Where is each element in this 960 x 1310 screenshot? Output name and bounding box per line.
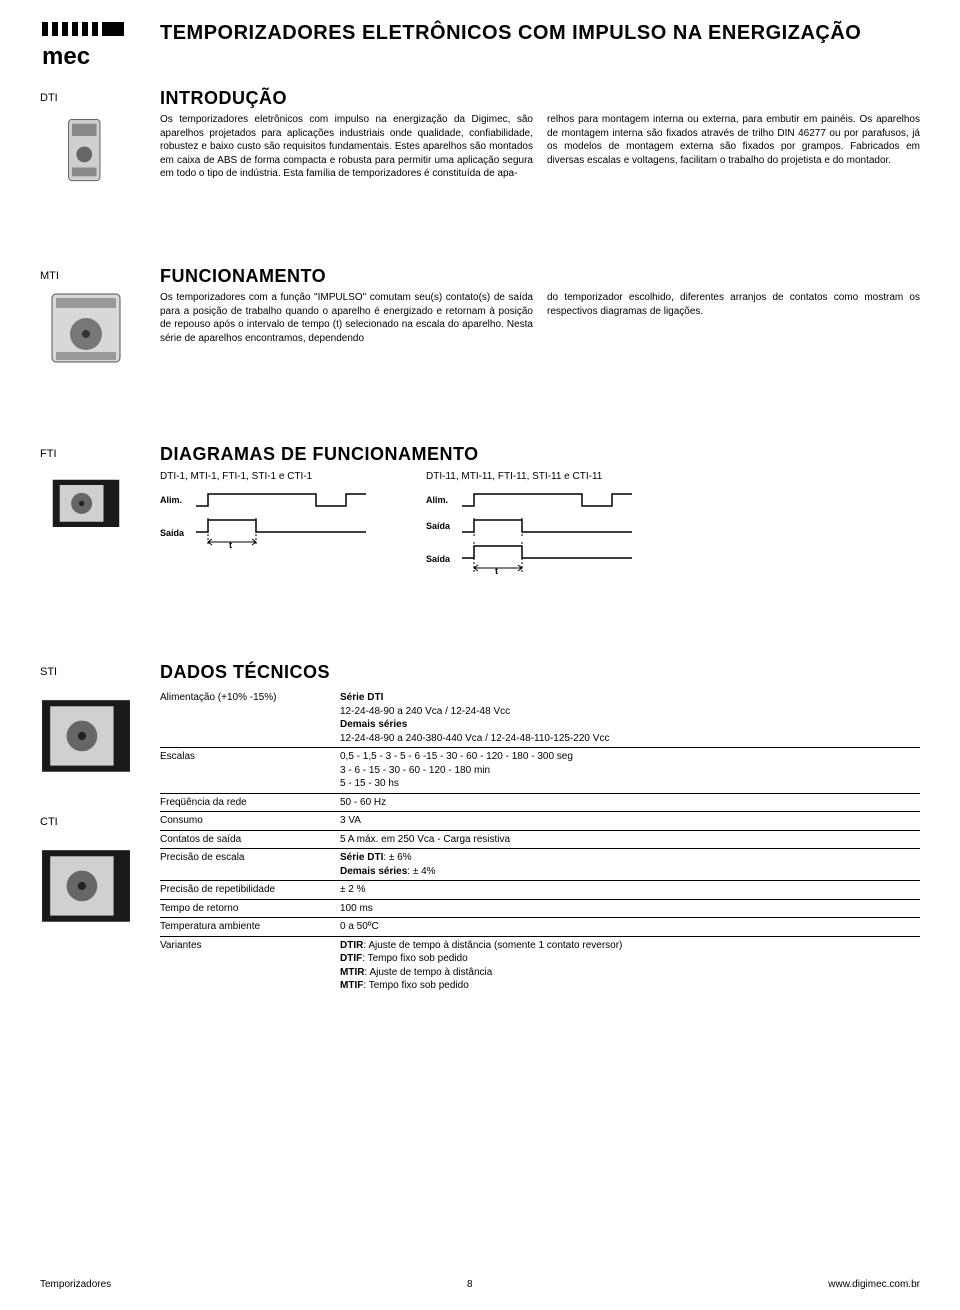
product-image-mti bbox=[40, 282, 132, 374]
func-text-col2: do temporizador escolhido, diferentes ar… bbox=[547, 291, 920, 345]
td-value: ± 2 % bbox=[340, 881, 920, 900]
label-dti: DTI bbox=[40, 92, 132, 104]
intro-text-col1: Os temporizadores eletrônicos com impuls… bbox=[160, 113, 533, 181]
diagram-label-saida: Saída bbox=[160, 528, 196, 538]
td-value: Série DTI 12-24-48-90 a 240 Vca / 12-24-… bbox=[340, 689, 920, 748]
footer-left: Temporizadores bbox=[40, 1279, 111, 1290]
heading-diagramas: DIAGRAMAS DE FUNCIONAMENTO bbox=[160, 444, 920, 465]
product-image-cti bbox=[40, 828, 132, 948]
td-value: 0,5 - 1,5 - 3 - 5 - 6 -15 - 30 - 60 - 12… bbox=[340, 748, 920, 794]
diagram-label-alim-2: Alim. bbox=[426, 495, 462, 505]
svg-text:t: t bbox=[495, 566, 498, 576]
table-row: Freqüência da rede 50 - 60 Hz bbox=[160, 793, 920, 812]
heading-dados: DADOS TÉCNICOS bbox=[160, 662, 920, 683]
td-label: Precisão de escala bbox=[160, 849, 340, 881]
table-row: Contatos de saída 5 A máx. em 250 Vca - … bbox=[160, 830, 920, 849]
footer-page-number: 8 bbox=[467, 1279, 473, 1290]
brand-logo: mec bbox=[40, 20, 132, 70]
diagram-label-saida-2b: Saída bbox=[426, 554, 462, 564]
product-image-fti bbox=[40, 460, 132, 552]
waveform-saida-1: t bbox=[196, 516, 366, 550]
svg-text:mec: mec bbox=[42, 43, 90, 70]
td-label: Alimentação (+10% -15%) bbox=[160, 689, 340, 748]
td-value: Série DTI: ± 6% Demais séries: ± 4% bbox=[340, 849, 920, 881]
td-value: 50 - 60 Hz bbox=[340, 793, 920, 812]
table-row: Temperatura ambiente 0 a 50ºC bbox=[160, 918, 920, 937]
diagram-subtitle-1: DTI-1, MTI-1, FTI-1, STI-1 e CTI-1 bbox=[160, 471, 366, 482]
footer-url: www.digimec.com.br bbox=[828, 1279, 920, 1290]
td-value: DTIR: Ajuste de tempo à distância (somen… bbox=[340, 936, 920, 995]
td-value: 0 a 50ºC bbox=[340, 918, 920, 937]
waveform-saida-2b: t bbox=[462, 542, 632, 576]
table-row: Variantes DTIR: Ajuste de tempo à distân… bbox=[160, 936, 920, 995]
waveform-alim-2 bbox=[462, 490, 632, 510]
table-row: Alimentação (+10% -15%) Série DTI 12-24-… bbox=[160, 689, 920, 748]
page-title: TEMPORIZADORES ELETRÔNICOS COM IMPULSO N… bbox=[160, 22, 861, 45]
diagram-label-saida-2a: Saída bbox=[426, 521, 462, 531]
td-label: Consumo bbox=[160, 812, 340, 831]
td-value: 5 A máx. em 250 Vca - Carga resistiva bbox=[340, 830, 920, 849]
td-label: Contatos de saída bbox=[160, 830, 340, 849]
label-cti: CTI bbox=[40, 816, 132, 828]
product-image-sti bbox=[40, 678, 132, 798]
label-sti: STI bbox=[40, 666, 132, 678]
td-label: Precisão de repetibilidade bbox=[160, 881, 340, 900]
diagram-block-1: DTI-1, MTI-1, FTI-1, STI-1 e CTI-1 Alim.… bbox=[160, 471, 366, 582]
table-row: Precisão de repetibilidade ± 2 % bbox=[160, 881, 920, 900]
tech-data-table: Alimentação (+10% -15%) Série DTI 12-24-… bbox=[160, 689, 920, 995]
table-row: Precisão de escala Série DTI: ± 6% Demai… bbox=[160, 849, 920, 881]
td-label: Variantes bbox=[160, 936, 340, 995]
td-value: 3 VA bbox=[340, 812, 920, 831]
label-mti: MTI bbox=[40, 270, 132, 282]
table-row: Escalas 0,5 - 1,5 - 3 - 5 - 6 -15 - 30 -… bbox=[160, 748, 920, 794]
td-label: Escalas bbox=[160, 748, 340, 794]
heading-introducao: INTRODUÇÃO bbox=[160, 88, 920, 109]
table-row: Consumo 3 VA bbox=[160, 812, 920, 831]
intro-text-col2: relhos para montagem interna ou externa,… bbox=[547, 113, 920, 181]
heading-funcionamento: FUNCIONAMENTO bbox=[160, 266, 920, 287]
table-row: Tempo de retorno 100 ms bbox=[160, 899, 920, 918]
diagram-label-alim: Alim. bbox=[160, 495, 196, 505]
td-value: 100 ms bbox=[340, 899, 920, 918]
diagram-block-2: DTI-11, MTI-11, FTI-11, STI-11 e CTI-11 … bbox=[426, 471, 632, 582]
diagram-subtitle-2: DTI-11, MTI-11, FTI-11, STI-11 e CTI-11 bbox=[426, 471, 632, 482]
svg-text:t: t bbox=[229, 540, 232, 550]
td-label: Freqüência da rede bbox=[160, 793, 340, 812]
func-text-col1: Os temporizadores com a função "IMPULSO"… bbox=[160, 291, 533, 345]
waveform-saida-2a bbox=[462, 516, 632, 536]
label-fti: FTI bbox=[40, 448, 132, 460]
td-label: Tempo de retorno bbox=[160, 899, 340, 918]
product-image-dti bbox=[40, 104, 132, 196]
waveform-alim-1 bbox=[196, 490, 366, 510]
td-label: Temperatura ambiente bbox=[160, 918, 340, 937]
